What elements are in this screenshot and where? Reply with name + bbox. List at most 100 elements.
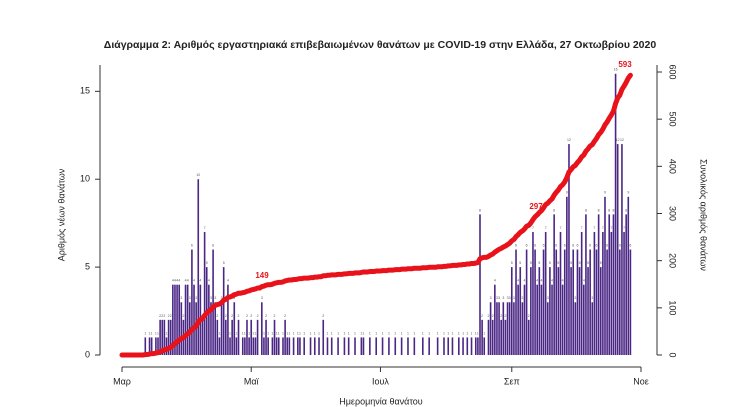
- bar-value-label: 3: [180, 296, 182, 300]
- bar-value-label: 1: [271, 331, 273, 335]
- bar: [627, 196, 630, 355]
- bar: [337, 337, 339, 355]
- bar-value-label: 6: [576, 243, 578, 247]
- bar: [231, 319, 233, 355]
- bar-value-label: 9: [627, 191, 629, 195]
- bar-value-label: 1: [166, 331, 168, 335]
- bar: [621, 144, 623, 355]
- bar-value-label: 3: [261, 296, 263, 300]
- bar: [568, 144, 570, 355]
- bar: [216, 319, 219, 355]
- bar: [178, 284, 180, 355]
- bar-value-label: 5: [223, 261, 225, 265]
- bar: [443, 337, 445, 355]
- bar-value-label: 1: [343, 331, 345, 335]
- bar-value-label: 5: [587, 261, 589, 265]
- bar-value-label: 7: [610, 226, 612, 230]
- bar-value-label: 4: [199, 279, 201, 283]
- bar: [483, 337, 486, 355]
- y2-tick-label: 500: [668, 112, 678, 127]
- bar-value-label: 4: [174, 279, 176, 283]
- bar-value-label: 5: [557, 261, 559, 265]
- bar-value-label: 1: [149, 331, 151, 335]
- bar-value-label: 1: [229, 331, 231, 335]
- bar-value-label: 1: [244, 331, 246, 335]
- bar: [375, 337, 378, 355]
- bar-value-label: 1: [458, 331, 460, 335]
- bar-value-label: 4: [494, 279, 496, 283]
- bar-value-label: 4: [227, 279, 229, 283]
- bar: [241, 337, 244, 355]
- bar: [330, 337, 333, 355]
- bar: [369, 337, 371, 355]
- bar-value-label: 2: [274, 314, 276, 318]
- bar: [523, 284, 526, 355]
- bar: [551, 284, 553, 355]
- bar: [616, 144, 619, 355]
- bar: [244, 337, 246, 355]
- bar-value-label: 1: [360, 331, 362, 335]
- bar-value-label: 6: [212, 243, 214, 247]
- bar: [273, 319, 276, 355]
- bar: [510, 267, 513, 355]
- bar-value-label: 7: [545, 226, 547, 230]
- bar: [546, 302, 549, 355]
- bar-value-label: 5: [511, 261, 513, 265]
- bar: [555, 249, 558, 355]
- bar: [313, 337, 316, 355]
- bar: [527, 319, 530, 355]
- bar-value-label: 3: [233, 296, 235, 300]
- bar: [587, 267, 589, 355]
- bar: [261, 302, 263, 355]
- bar-value-label: 1: [407, 331, 409, 335]
- bar-value-label: 6: [564, 243, 566, 247]
- bar: [553, 214, 555, 355]
- bar-value-label: 1: [413, 331, 415, 335]
- bar-value-label: 8: [553, 208, 555, 212]
- bar: [210, 302, 212, 355]
- bar-value-label: 2: [257, 314, 259, 318]
- bar: [477, 337, 479, 355]
- bar-value-label: 3: [547, 296, 549, 300]
- bar: [229, 337, 231, 355]
- bar: [491, 319, 494, 355]
- bar-value-label: 1: [155, 331, 157, 335]
- bar: [500, 319, 502, 355]
- bar-value-label: 1: [422, 331, 424, 335]
- bar-value-label: 7: [623, 226, 625, 230]
- bar: [466, 337, 469, 355]
- bar-value-label: 4: [583, 279, 585, 283]
- bar-value-label: 1: [267, 331, 269, 335]
- bar-value-label: 3: [189, 296, 191, 300]
- bar: [540, 284, 543, 355]
- bar-value-label: 3: [591, 296, 593, 300]
- bar: [388, 337, 390, 355]
- bar: [174, 284, 176, 355]
- y2-tick-label: 400: [668, 159, 678, 174]
- chart-title: Διάγραμμα 2: Αριθμός εργαστηριακά επιβεβ…: [104, 39, 657, 51]
- bar-value-label: 6: [515, 243, 517, 247]
- bar-value-label: 3: [513, 296, 515, 300]
- bar: [343, 337, 346, 355]
- bar-value-label: 1: [151, 331, 153, 335]
- bar: [165, 337, 168, 355]
- bar-value-label: 1: [363, 331, 365, 335]
- bar: [354, 337, 356, 355]
- bar-value-label: 5: [519, 261, 521, 265]
- bar: [413, 337, 416, 355]
- bar: [496, 302, 498, 355]
- bar-value-label: 2: [216, 314, 218, 318]
- y2-tick-label: 300: [668, 206, 678, 221]
- bar: [407, 337, 409, 355]
- bar-value-label: 1: [451, 331, 453, 335]
- bar: [561, 284, 564, 355]
- bar-value-label: 9: [604, 191, 606, 195]
- bar: [277, 337, 280, 355]
- bar-value-label: 2: [231, 314, 233, 318]
- bar: [572, 249, 575, 355]
- bar: [599, 267, 602, 355]
- bar: [235, 337, 238, 355]
- bar-value-label: 2: [238, 314, 240, 318]
